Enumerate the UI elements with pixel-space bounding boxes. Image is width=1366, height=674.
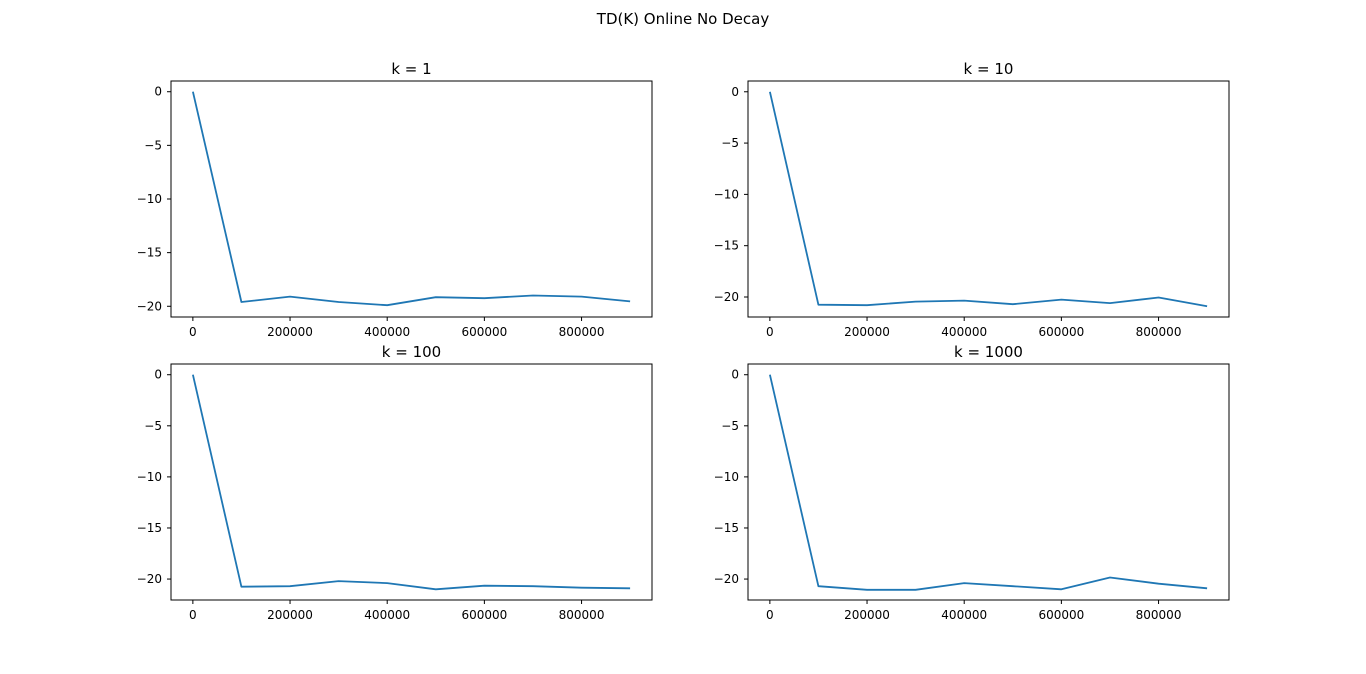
y-tick-label: −10 bbox=[137, 192, 162, 206]
x-tick-label: 800000 bbox=[559, 325, 605, 339]
y-tick-label: −15 bbox=[714, 239, 739, 253]
series-line bbox=[769, 374, 1208, 591]
x-tick-label: 800000 bbox=[559, 608, 605, 622]
subplot-4: k = 1000 0 200000 400000 600000 800000 0 −5 −10 −… bbox=[714, 343, 1230, 622]
x-tick-label: 200000 bbox=[267, 608, 313, 622]
y-tick-label: −10 bbox=[714, 470, 739, 484]
y-tick-label: 0 bbox=[154, 85, 162, 99]
subplot-2: k = 10 0 200000 400000 600000 800000 0 −5 −10 −15… bbox=[714, 60, 1230, 339]
y-tick-label: −5 bbox=[144, 419, 162, 433]
subplot-title: k = 1 bbox=[391, 60, 431, 78]
axes-frame bbox=[170, 80, 653, 318]
y-tick-label: −15 bbox=[137, 521, 162, 535]
x-tick-label: 400000 bbox=[364, 608, 410, 622]
y-tick-label: −15 bbox=[714, 521, 739, 535]
y-tick-label: 0 bbox=[154, 368, 162, 382]
x-tick-label: 600000 bbox=[461, 325, 507, 339]
x-tick-label: 200000 bbox=[844, 608, 890, 622]
y-tick-label: −5 bbox=[721, 419, 739, 433]
subplot-title: k = 100 bbox=[382, 343, 441, 361]
x-tick-label: 0 bbox=[189, 325, 197, 339]
subplot-title: k = 10 bbox=[964, 60, 1014, 78]
axes-frame bbox=[170, 363, 653, 601]
y-tick-label: 0 bbox=[731, 85, 739, 99]
x-tick-label: 400000 bbox=[364, 325, 410, 339]
series-line bbox=[192, 91, 631, 307]
figure-title: TD(K) Online No Decay bbox=[596, 10, 770, 28]
axes-frame bbox=[747, 363, 1230, 601]
x-tick-label: 800000 bbox=[1136, 325, 1182, 339]
y-tick-label: −20 bbox=[714, 290, 739, 304]
y-tick-label: −20 bbox=[137, 299, 162, 313]
y-tick-label: −10 bbox=[714, 187, 739, 201]
x-tick-label: 600000 bbox=[1038, 608, 1084, 622]
x-tick-label: 600000 bbox=[461, 608, 507, 622]
x-tick-label: 800000 bbox=[1136, 608, 1182, 622]
y-tick-label: 0 bbox=[731, 368, 739, 382]
x-tick-label: 400000 bbox=[941, 325, 987, 339]
axes-frame bbox=[747, 80, 1230, 318]
series-line bbox=[192, 374, 631, 591]
subplot-3: k = 100 0 200000 400000 600000 800000 0 −5 −10 −1… bbox=[137, 343, 653, 622]
y-tick-label: −15 bbox=[137, 246, 162, 260]
subplot-title: k = 1000 bbox=[954, 343, 1023, 361]
x-tick-label: 600000 bbox=[1038, 325, 1084, 339]
y-tick-label: −20 bbox=[137, 572, 162, 586]
y-tick-label: −20 bbox=[714, 572, 739, 586]
x-tick-label: 0 bbox=[189, 608, 197, 622]
y-tick-label: −5 bbox=[144, 138, 162, 152]
y-tick-label: −10 bbox=[137, 470, 162, 484]
x-tick-label: 200000 bbox=[844, 325, 890, 339]
x-tick-label: 200000 bbox=[267, 325, 313, 339]
subplot-1: k = 1 0 200000 400000 600000 800000 0 −5 −10 −15 −… bbox=[137, 60, 653, 339]
y-tick-label: −5 bbox=[721, 136, 739, 150]
x-tick-label: 400000 bbox=[941, 608, 987, 622]
x-tick-label: 0 bbox=[766, 325, 774, 339]
x-tick-label: 0 bbox=[766, 608, 774, 622]
series-line bbox=[769, 91, 1208, 308]
